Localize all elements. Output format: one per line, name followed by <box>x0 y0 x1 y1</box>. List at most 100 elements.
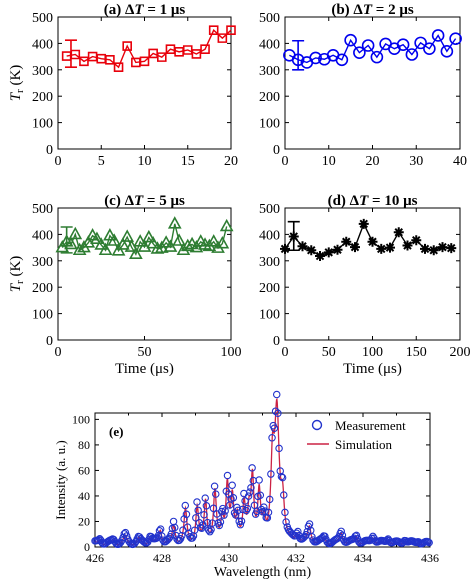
y-axis-label: Tr (K) <box>8 256 26 293</box>
data-point <box>309 51 322 65</box>
measurement-point <box>190 526 199 535</box>
measurement-point <box>193 498 201 506</box>
data-point <box>376 243 387 254</box>
y-tick-label: 40 <box>78 489 90 503</box>
data-point <box>226 25 236 35</box>
data-point <box>113 62 124 72</box>
x-tick-label: 10 <box>322 154 336 169</box>
measurement-point <box>197 524 206 532</box>
x-axis-label: Wavelength (nm) <box>214 565 312 579</box>
measurement-point <box>220 511 228 519</box>
x-tick-label: 10 <box>138 154 152 169</box>
measurement-point <box>182 510 191 519</box>
measurement-point <box>237 517 246 525</box>
measurement-point <box>120 530 129 538</box>
data-point <box>402 240 413 251</box>
y-tick-label: 100 <box>32 308 53 323</box>
measurement-point <box>246 488 254 496</box>
data-point <box>120 229 135 242</box>
data-point <box>206 234 221 247</box>
measurement-point <box>210 482 219 491</box>
y-label-sub: r <box>14 89 26 93</box>
measurement-point <box>167 530 175 538</box>
axes-frame <box>284 16 461 150</box>
y-tick-label: 200 <box>259 90 280 105</box>
y-tick-label: 0 <box>273 143 280 158</box>
measurement-point <box>282 518 290 526</box>
x-tick-label: 430 <box>220 551 238 565</box>
y-tick-label: 80 <box>78 438 90 452</box>
measurement-point <box>278 473 287 482</box>
panel-title: (c) ΔT = 5 μs <box>104 193 185 209</box>
data-point <box>111 243 126 256</box>
measurement-point <box>231 511 240 519</box>
y-label-symbol: T <box>8 282 24 292</box>
y-tick-label: 100 <box>259 308 280 323</box>
error-bar <box>60 226 73 254</box>
measurement-point <box>189 532 198 540</box>
measurement-point <box>277 472 286 481</box>
data-point <box>174 47 184 57</box>
data-point <box>332 244 343 255</box>
measurement-point <box>200 510 208 519</box>
measurement-point <box>131 539 139 547</box>
x-tick-label: 428 <box>153 551 171 565</box>
panel-d: 0 50 100 150 200 0 100 200 300 400 500 (d) ΔT = 10 … <box>259 193 471 377</box>
data-point <box>189 239 204 253</box>
x-tick-label: 15 <box>181 154 195 169</box>
measurement-point <box>170 523 179 532</box>
panel-label: (e) <box>109 424 123 439</box>
measurement-point <box>425 538 433 547</box>
measurement-point <box>243 504 252 513</box>
panel-title: (d) ΔT = 10 μs <box>328 193 418 209</box>
axes-frame <box>57 207 232 341</box>
y-tick-label: 0 <box>273 334 280 349</box>
data-point <box>90 231 104 244</box>
measurement-point <box>229 494 238 502</box>
y-label-sub: r <box>14 280 26 284</box>
measurement-point <box>221 507 229 515</box>
data-point <box>64 236 78 250</box>
title-rest: = 10 μs <box>368 193 417 209</box>
x-tick-label: 200 <box>450 345 471 360</box>
y-tick-label: 500 <box>259 11 280 26</box>
x-tick-label: 0 <box>55 154 62 169</box>
measurement-point <box>194 506 202 515</box>
y-tick-label: 0 <box>84 540 90 554</box>
y-tick-label: 500 <box>32 11 53 26</box>
data-point <box>297 241 308 252</box>
data-point <box>405 48 419 61</box>
data-point <box>122 41 132 51</box>
data-point <box>449 32 462 45</box>
data-point <box>361 39 375 52</box>
x-tick-label: 20 <box>224 154 238 169</box>
y-tick-label: 100 <box>32 117 53 132</box>
data-point <box>137 239 152 252</box>
measurement-point <box>274 409 282 418</box>
data-point <box>423 42 436 55</box>
x-tick-label: 50 <box>138 345 152 360</box>
legend-marker-measurement <box>311 419 323 431</box>
measurement-point <box>203 518 212 527</box>
data-point <box>180 238 195 252</box>
data-point <box>431 29 445 42</box>
data-point <box>94 237 109 250</box>
data-point <box>159 235 173 248</box>
data-point <box>200 44 210 55</box>
measurement-point <box>294 527 302 536</box>
measurement-point <box>202 502 211 510</box>
data-point <box>414 36 427 50</box>
y-tick-label: 200 <box>32 90 53 105</box>
y-tick-label: 0 <box>46 334 53 349</box>
y-tick-label: 300 <box>259 64 280 79</box>
x-tick-label: 426 <box>86 551 104 565</box>
x-tick-label: 100 <box>362 345 383 360</box>
measurement-point <box>256 491 265 500</box>
measurement-point <box>95 535 104 543</box>
series-line <box>289 34 457 64</box>
y-axis-label: Intensity (a. u.) <box>53 440 68 519</box>
measurement-point <box>247 484 255 492</box>
data-point <box>131 57 141 68</box>
